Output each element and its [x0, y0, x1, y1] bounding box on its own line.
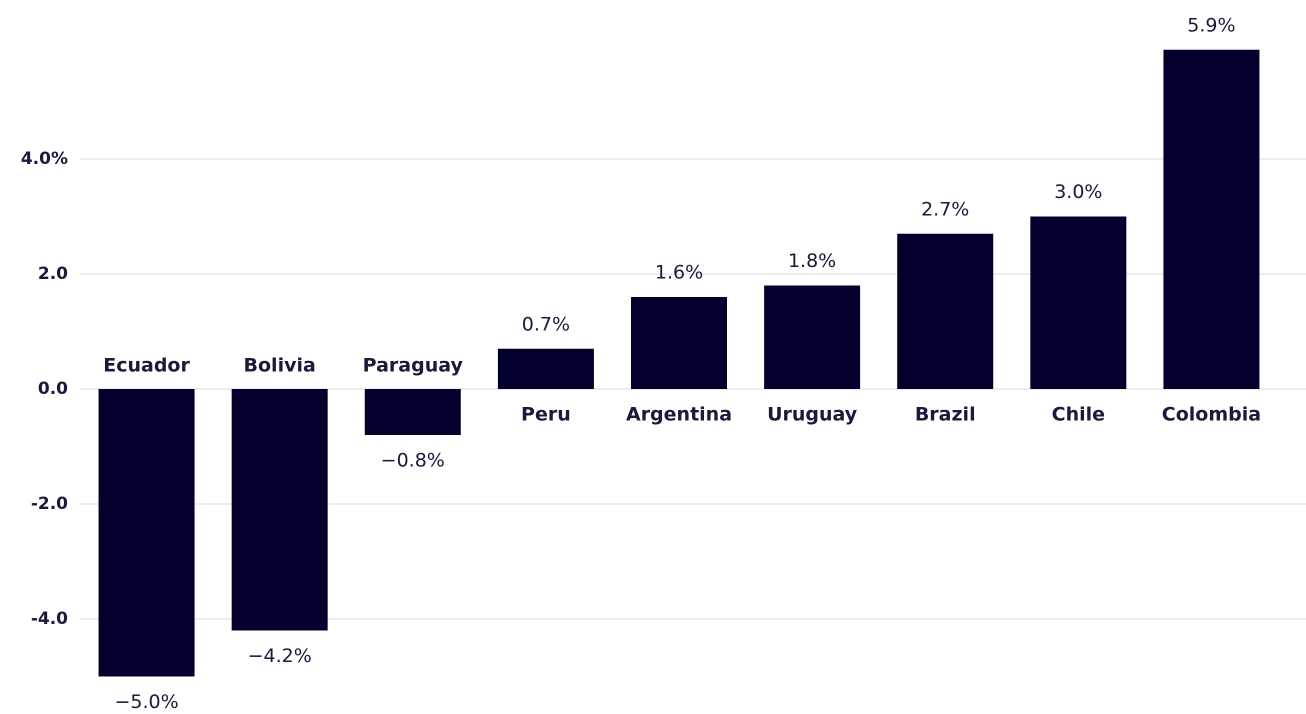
bar [364, 389, 461, 435]
x-tick-label: Argentina [626, 404, 732, 426]
y-tick-label: 2.0 [38, 264, 68, 284]
value-label: 1.8% [788, 250, 836, 272]
y-tick-label: 0.0 [38, 379, 68, 399]
y-tick-label: -4.0 [31, 609, 68, 629]
bar [98, 389, 195, 677]
y-tick-label: -2.0 [31, 494, 68, 514]
x-tick-label: Colombia [1162, 404, 1261, 426]
x-tick-label: Brazil [915, 404, 976, 426]
value-label: −5.0% [114, 691, 178, 710]
value-label: 2.7% [921, 198, 969, 220]
value-label: 1.6% [655, 262, 703, 284]
value-label: −0.8% [381, 450, 445, 472]
value-label: 0.7% [522, 313, 570, 335]
bar [1163, 49, 1260, 389]
bar [631, 297, 727, 389]
bar [764, 285, 861, 389]
x-tick-label: Bolivia [244, 355, 316, 377]
bar [897, 233, 994, 389]
x-tick-label: Paraguay [363, 355, 464, 377]
x-tick-label: Uruguay [767, 404, 858, 426]
x-tick-label: Chile [1052, 404, 1105, 426]
value-label: 5.9% [1187, 14, 1235, 36]
x-tick-label: Peru [521, 404, 571, 426]
bar [497, 348, 594, 389]
x-tick-label: Ecuador [103, 355, 190, 377]
bar [231, 389, 328, 631]
value-label: 3.0% [1054, 181, 1102, 203]
value-label: −4.2% [248, 645, 312, 667]
y-tick-label: 4.0% [21, 149, 68, 169]
bar [1030, 216, 1127, 389]
